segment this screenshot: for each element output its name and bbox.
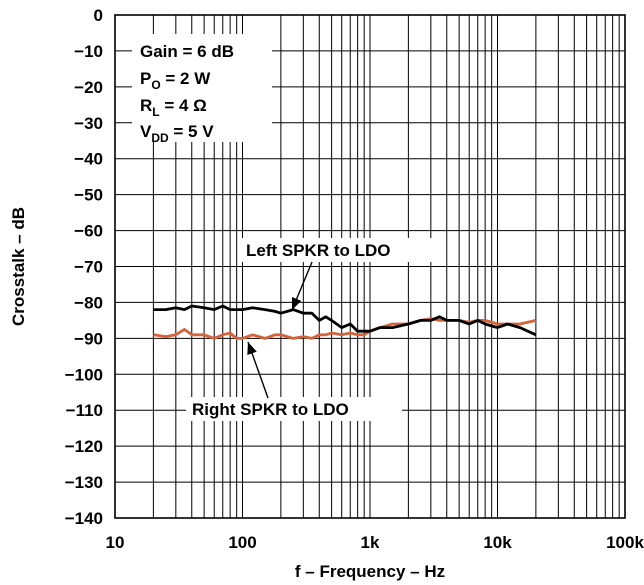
series-line-left-spkr-to-ldo xyxy=(153,304,537,337)
y-tick-label: −10 xyxy=(74,42,103,61)
condition-gain: Gain = 6 dB xyxy=(140,42,234,61)
y-tick-label: 0 xyxy=(94,6,103,25)
tick-labels: 0 −10 −20 −30 −40 −50 −60 −70 −80 −90 −100 −110 −120… xyxy=(65,6,644,552)
callout-right-arrowhead xyxy=(247,342,257,355)
y-tick-label: −50 xyxy=(74,186,103,205)
y-tick-label: −60 xyxy=(74,222,103,241)
plot-frame xyxy=(114,14,626,519)
y-tick-label: −80 xyxy=(74,293,103,312)
x-tick-label: 100k xyxy=(606,533,644,552)
y-axis-title: Crosstalk – dB xyxy=(9,207,28,326)
condition-supply-voltage: VDD = 5 V xyxy=(140,122,214,145)
callout-right-label: Right SPKR to LDO xyxy=(192,400,349,419)
x-axis-title: f – Frequency – Hz xyxy=(295,562,445,581)
x-tick-label: 10 xyxy=(106,533,125,552)
y-tick-label: −140 xyxy=(65,509,103,528)
y-tick-label: −100 xyxy=(65,365,103,384)
series-layer xyxy=(153,304,537,340)
y-tick-label: −20 xyxy=(74,78,103,97)
callout-right-background xyxy=(186,397,402,421)
callout-left-label: Left SPKR to LDO xyxy=(246,241,391,260)
condition-output-power: PO = 2 W xyxy=(140,69,211,92)
y-tick-label: −130 xyxy=(65,473,103,492)
y-tick-label: −110 xyxy=(66,401,103,420)
y-tick-label: −30 xyxy=(74,114,103,133)
callout-left-arrowhead xyxy=(292,297,302,310)
x-tick-label: 100 xyxy=(228,533,256,552)
y-tick-label: −120 xyxy=(65,437,103,456)
conditions-box: Gain = 6 dB PO = 2 W RL = 4 Ω VDD = 5 V xyxy=(132,34,272,145)
callout-left-background xyxy=(240,238,436,262)
y-tick-label: −40 xyxy=(74,150,103,169)
callout-right: Right SPKR to LDO xyxy=(186,341,402,421)
conditions-background xyxy=(132,34,272,142)
y-tick-label: −70 xyxy=(74,258,103,277)
x-tick-label: 10k xyxy=(483,533,512,552)
x-tick-label: 1k xyxy=(361,533,380,552)
y-tick-label: −90 xyxy=(74,329,103,348)
condition-load-resistance: RL = 4 Ω xyxy=(140,96,207,119)
callout-left: Left SPKR to LDO xyxy=(240,238,436,311)
